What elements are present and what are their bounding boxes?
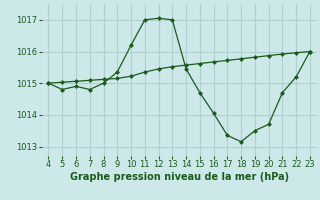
X-axis label: Graphe pression niveau de la mer (hPa): Graphe pression niveau de la mer (hPa) [70,172,289,182]
